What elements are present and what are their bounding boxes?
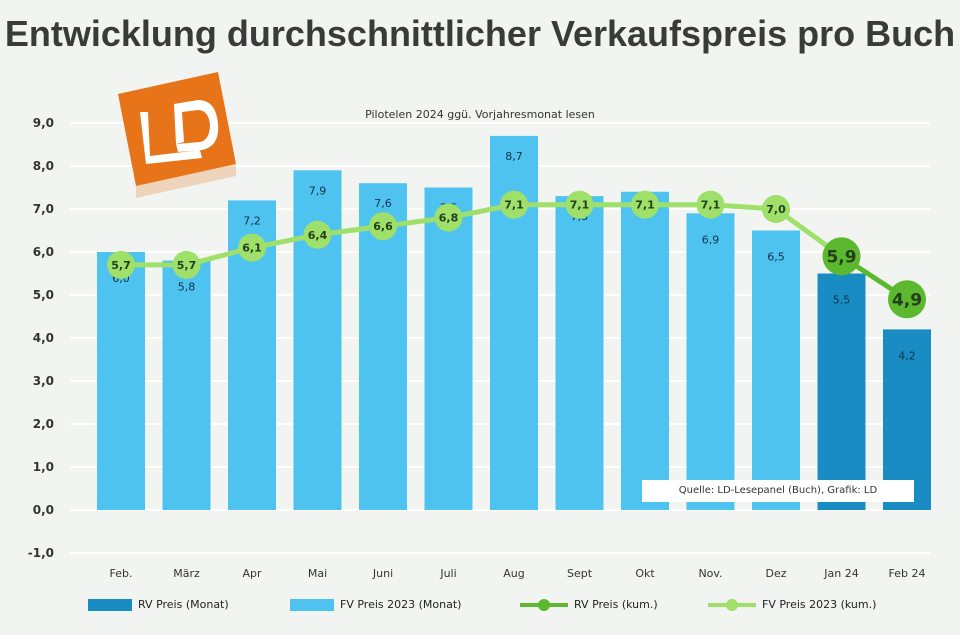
- x-tick-label: Apr: [242, 567, 262, 580]
- bar: [555, 196, 604, 510]
- y-tick-label: 1,0: [33, 460, 54, 474]
- x-tick-label: Juli: [439, 567, 456, 580]
- point-value-label: 6,4: [308, 229, 328, 242]
- bar-value-label: 6,5: [767, 251, 785, 264]
- x-tick-label: Sept: [567, 567, 593, 580]
- legend-item-fv-monat: FV Preis 2023 (Monat): [290, 598, 461, 611]
- line-point: [696, 190, 725, 219]
- line-point: [303, 220, 332, 249]
- line-point: [369, 212, 397, 241]
- x-tick-label: Feb.: [110, 567, 133, 580]
- legend-swatch: [708, 598, 756, 611]
- line-point: [565, 190, 594, 219]
- legend-swatch: [88, 598, 132, 611]
- line-point: [238, 233, 266, 262]
- bar-value-label: 7,2: [243, 214, 261, 227]
- y-tick-label: 4,0: [33, 331, 54, 345]
- x-tick-label: Jan 24: [823, 567, 858, 580]
- line-point: [107, 250, 135, 279]
- bar: [97, 252, 145, 510]
- point-value-label: 6,1: [242, 242, 262, 255]
- bar: [621, 191, 669, 511]
- point-value-label: 5,9: [826, 247, 856, 267]
- legend-label: RV Preis (kum.): [574, 598, 658, 611]
- point-value-label: 4,9: [892, 290, 922, 310]
- point-value-label: 7,0: [766, 203, 786, 216]
- line-point: [631, 190, 659, 219]
- legend-label: FV Preis 2023 (Monat): [340, 598, 462, 611]
- point-value-label: 7,1: [504, 199, 524, 212]
- y-tick-label: 7,0: [33, 202, 54, 216]
- line-point: [822, 237, 861, 276]
- bar: [883, 329, 931, 510]
- line-point: [434, 203, 463, 232]
- y-tick-label: 5,0: [33, 288, 54, 302]
- bar: [162, 260, 211, 510]
- x-tick-label: Nov.: [698, 567, 722, 580]
- bar-value-label: 5,5: [833, 294, 851, 307]
- y-tick-label: 9,0: [33, 116, 54, 130]
- source-note: Quelle: LD-Lesepanel (Buch), Grafik: LD: [642, 480, 914, 502]
- point-value-label: 7,1: [701, 199, 721, 212]
- bar: [424, 187, 473, 510]
- point-value-label: 5,7: [111, 259, 131, 272]
- legend-item-fv-kum: FV Preis 2023 (kum.): [708, 598, 876, 611]
- line-point: [500, 190, 528, 219]
- legend-item-rv-kum: RV Preis (kum.): [520, 598, 658, 611]
- chart-subtitle: Pilotelen 2024 ggü. Vorjahresmonat lesen: [365, 108, 595, 121]
- legend-label: FV Preis 2023 (kum.): [762, 598, 877, 611]
- y-tick-label: 8,0: [33, 159, 54, 173]
- legend-swatch: [520, 598, 568, 611]
- y-tick-label: -1,0: [28, 546, 54, 560]
- x-tick-label: März: [173, 567, 200, 580]
- point-value-label: 5,7: [177, 259, 197, 272]
- chart-title: Entwicklung durchschnittlicher Verkaufsp…: [4, 13, 956, 54]
- bar: [752, 230, 800, 510]
- legend-item-rv-monat: RV Preis (Monat): [88, 598, 229, 611]
- y-tick-label: 6,0: [33, 245, 54, 259]
- bar-value-label: 4,2: [898, 349, 916, 362]
- line-point: [888, 280, 926, 319]
- x-tick-label: Aug: [503, 567, 524, 580]
- point-value-label: 7,1: [635, 199, 655, 212]
- y-tick-label: 2,0: [33, 417, 54, 431]
- x-tick-label: Feb 24: [889, 567, 926, 580]
- point-value-label: 6,8: [439, 212, 459, 225]
- legend-swatch: [290, 598, 334, 611]
- y-tick-label: 0,0: [33, 503, 54, 517]
- line-point: [762, 195, 790, 223]
- x-tick-label: Mai: [308, 567, 327, 580]
- point-value-label: 6,6: [373, 220, 393, 233]
- bar-value-label: 6,9: [702, 233, 720, 246]
- x-tick-label: Okt: [635, 567, 655, 580]
- x-tick-label: Juni: [372, 567, 393, 580]
- bar-value-label: 7,9: [309, 184, 327, 197]
- bar-value-label: 8,7: [505, 150, 523, 163]
- bar: [817, 273, 866, 510]
- line-point: [172, 250, 201, 279]
- legend-label: RV Preis (Monat): [138, 598, 229, 611]
- point-value-label: 7,1: [570, 199, 590, 212]
- ld-logo: [118, 72, 236, 198]
- bar: [686, 213, 735, 511]
- bar-value-label: 5,8: [178, 281, 196, 294]
- bar-value-label: 7,6: [374, 197, 392, 210]
- y-tick-label: 3,0: [33, 374, 54, 388]
- x-tick-label: Dez: [765, 567, 786, 580]
